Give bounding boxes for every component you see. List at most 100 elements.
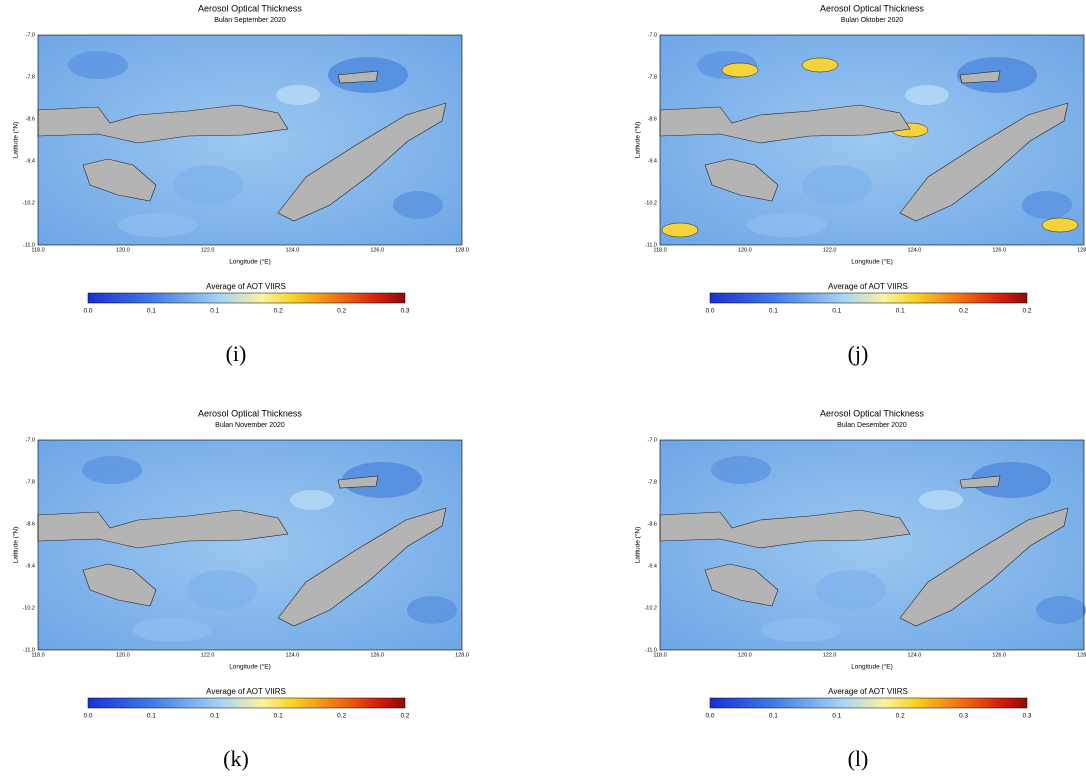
colorbar-tick-label: 0.3 bbox=[400, 308, 409, 315]
lat-tick-label: -10.2 bbox=[22, 200, 35, 206]
lat-tick-label: -9.4 bbox=[648, 563, 657, 569]
map bbox=[37, 34, 463, 246]
colorbar-tick-label: 0.0 bbox=[83, 308, 92, 315]
lat-tick-label: -7.0 bbox=[26, 32, 35, 38]
land bbox=[277, 102, 447, 222]
panel-title: Aerosol Optical Thickness bbox=[820, 3, 924, 13]
lat-tick-label: -11.0 bbox=[23, 242, 35, 248]
aot-patch bbox=[68, 51, 128, 79]
land bbox=[337, 70, 379, 84]
lat-tick-label: -11.0 bbox=[23, 647, 35, 653]
lat-tick-label: -10.2 bbox=[644, 605, 657, 611]
panel-label: (i) bbox=[226, 341, 247, 366]
land bbox=[659, 104, 911, 144]
y-axis-label: Latitude (°N) bbox=[634, 527, 642, 564]
aot-patch bbox=[905, 85, 949, 105]
lat-tick-label: -9.4 bbox=[26, 563, 35, 569]
lat-tick-label: -7.0 bbox=[648, 32, 657, 38]
colorbar-title: Average of AOT VIIRS bbox=[828, 687, 908, 696]
lat-tick-label: -8.6 bbox=[648, 116, 657, 122]
map-frame bbox=[37, 34, 463, 246]
aot-patch bbox=[802, 165, 872, 205]
panel-label: (l) bbox=[848, 746, 869, 771]
map-frame bbox=[659, 439, 1085, 651]
colorbar-tick-label: 0.3 bbox=[1022, 713, 1031, 720]
aot-high bbox=[1041, 217, 1079, 233]
aot-patch bbox=[919, 490, 963, 510]
panel-label: (k) bbox=[223, 746, 249, 771]
colorbar-tick-label: 0.1 bbox=[769, 713, 778, 720]
colorbar-tick-label: 0.0 bbox=[705, 713, 714, 720]
land bbox=[37, 104, 289, 144]
aot-patch bbox=[82, 456, 142, 484]
aot-high bbox=[801, 57, 839, 73]
map bbox=[659, 34, 1085, 246]
colorbar-tick-label: 0.1 bbox=[896, 308, 905, 315]
x-axis-label: Longitude (°E) bbox=[851, 258, 893, 266]
lon-tick-label: 118.0 bbox=[31, 247, 44, 253]
lat-tick-label: -7.0 bbox=[26, 437, 35, 443]
colorbar-title: Average of AOT VIIRS bbox=[828, 282, 908, 291]
colorbar-title: Average of AOT VIIRS bbox=[206, 687, 286, 696]
panel-title: Aerosol Optical Thickness bbox=[820, 408, 924, 418]
lon-tick-label: 122.0 bbox=[823, 247, 837, 253]
land bbox=[959, 475, 1001, 489]
panel-subtitle: Bulan Oktober 2020 bbox=[841, 17, 903, 24]
colorbar-tick-label: 0.1 bbox=[274, 713, 283, 720]
lat-tick-label: -7.8 bbox=[26, 479, 35, 485]
land bbox=[37, 509, 289, 549]
lon-tick-label: 128.0 bbox=[455, 652, 469, 658]
land bbox=[337, 475, 379, 489]
colorbar-tick-label: 0.0 bbox=[705, 308, 714, 315]
panel-subtitle: Bulan November 2020 bbox=[215, 422, 285, 429]
lon-tick-label: 120.0 bbox=[116, 247, 130, 253]
panel: Aerosol Optical Thickness Bulan September… bbox=[12, 3, 469, 366]
lat-tick-label: -7.8 bbox=[648, 74, 657, 80]
lon-tick-label: 120.0 bbox=[116, 652, 130, 658]
aot-patch bbox=[187, 570, 257, 610]
y-axis-label: Latitude (°N) bbox=[634, 122, 642, 159]
colorbar-tick-label: 0.1 bbox=[147, 308, 156, 315]
lon-tick-label: 126.0 bbox=[370, 652, 384, 658]
colorbar-tick-label: 0.0 bbox=[83, 713, 92, 720]
lon-tick-label: 128.0 bbox=[1077, 652, 1086, 658]
lon-tick-label: 126.0 bbox=[992, 652, 1006, 658]
lat-tick-label: -7.8 bbox=[26, 74, 35, 80]
y-axis-label: Latitude (°N) bbox=[12, 527, 20, 564]
colorbar-tick-label: 0.3 bbox=[959, 713, 968, 720]
colorbar-tick-label: 0.2 bbox=[337, 308, 346, 315]
lat-tick-label: -9.4 bbox=[26, 158, 35, 164]
aot-high bbox=[721, 62, 759, 78]
colorbar-title: Average of AOT VIIRS bbox=[206, 282, 286, 291]
lon-tick-label: 122.0 bbox=[201, 652, 215, 658]
lon-tick-label: 120.0 bbox=[738, 247, 752, 253]
lat-tick-label: -7.8 bbox=[648, 479, 657, 485]
panel-subtitle: Bulan September 2020 bbox=[214, 17, 286, 24]
aot-patch bbox=[276, 85, 320, 105]
lon-tick-label: 124.0 bbox=[286, 247, 300, 253]
colorbar-tick-label: 0.2 bbox=[400, 713, 409, 720]
colorbar-tick-label: 0.2 bbox=[274, 308, 283, 315]
aot-patch bbox=[290, 490, 334, 510]
land bbox=[82, 158, 157, 202]
panel: Aerosol Optical Thickness Bulan Oktober 2… bbox=[634, 3, 1086, 366]
aot-patch bbox=[132, 618, 212, 642]
lat-tick-label: -11.0 bbox=[645, 242, 657, 248]
x-axis-label: Longitude (°E) bbox=[229, 258, 271, 266]
aot-patch bbox=[1022, 191, 1072, 219]
lon-tick-label: 122.0 bbox=[201, 247, 215, 253]
x-axis-label: Longitude (°E) bbox=[851, 663, 893, 671]
lon-tick-label: 118.0 bbox=[653, 247, 666, 253]
aot-patch bbox=[761, 618, 841, 642]
colorbar bbox=[87, 697, 406, 709]
colorbar-tick-label: 0.1 bbox=[147, 713, 156, 720]
aot-patch bbox=[711, 456, 771, 484]
aot-patch bbox=[173, 165, 243, 205]
land bbox=[959, 70, 1001, 84]
lat-tick-label: -10.2 bbox=[22, 605, 35, 611]
map bbox=[37, 439, 463, 651]
lon-tick-label: 122.0 bbox=[823, 652, 837, 658]
lat-tick-label: -8.6 bbox=[26, 521, 35, 527]
lon-tick-label: 124.0 bbox=[908, 247, 922, 253]
y-axis-label: Latitude (°N) bbox=[12, 122, 20, 159]
